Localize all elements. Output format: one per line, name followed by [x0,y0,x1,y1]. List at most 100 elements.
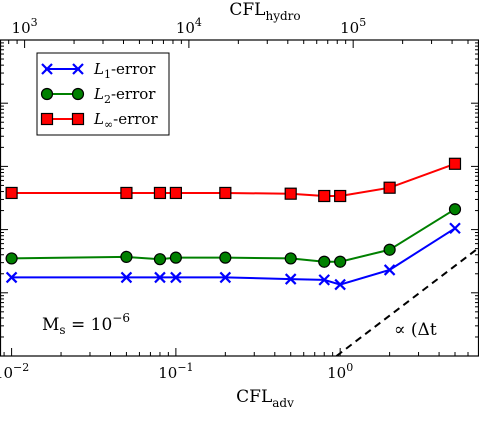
legend-item: L2-error [40,85,156,106]
top-tick-label: 104 [176,16,202,37]
top-tick-label: 105 [340,16,366,37]
x-marker-stroke [219,271,232,284]
x-marker-stroke [170,271,182,284]
x-axis-title-main: CFL [236,387,272,407]
x-marker-stroke [318,274,331,286]
data-point [383,181,396,194]
data-point [318,274,331,286]
data-point [5,271,18,284]
legend-label: L2-error [93,85,156,106]
scaling-label: ∝ (Δt [394,320,437,340]
x-marker-stroke [154,271,166,284]
legend-label-rest: -error [111,85,156,103]
legend-label: L∞-error [93,110,158,131]
data-point [120,250,133,263]
legend-label-main: L [93,85,104,103]
data-point [219,251,232,264]
data-point [448,203,462,216]
data-point [334,189,347,203]
data-point [153,186,167,200]
mach-number-label: Ms = 10−6 [42,311,130,337]
data-point [383,264,396,276]
scaling-label-text: ∝ (Δt [394,320,437,340]
legend-label-rest: -error [111,60,156,78]
legend-label-sub: 1 [104,68,111,81]
top-axis-title-main: CFL [229,0,265,20]
data-point [449,222,461,235]
x-tick-base: 10 [158,364,177,382]
legend-item: L∞-error [40,110,158,131]
legend-label-rest: -error [113,110,158,128]
mach-label-sub: s [59,323,65,337]
data-point [448,157,462,170]
data-point [284,252,297,265]
annotation-layer: Ms = 10−6 ∝ (Δt [42,311,437,340]
x-axis-title: CFLadv [236,387,294,410]
series-line [11,208,456,263]
data-point [120,271,133,284]
series-2 [5,203,462,268]
data-point [284,187,297,200]
data-point [5,186,18,200]
x-marker-stroke [383,264,396,276]
legend-marker [71,112,85,126]
legend-label-sub: ∞ [104,118,113,131]
data-point [219,271,232,284]
mach-label-exp: −6 [112,311,130,325]
legend-marker [41,63,53,75]
data-point [219,186,232,200]
legend-marker [71,87,85,101]
mach-label-eq: = 10 [66,315,113,335]
data-point [318,255,331,268]
x-tick-label: 10−1 [158,361,193,382]
series-line [11,162,456,197]
top-axis-title-sub: hydro [265,9,300,23]
x-tick-exp: 0 [346,361,353,374]
x-tick-exp: −2 [13,361,29,374]
legend-marker [40,112,54,126]
mach-label-main: M [42,315,59,335]
series-layer [5,157,462,291]
x-tick-base: 10 [0,364,13,382]
top-tick-exp: 3 [31,16,38,29]
legend-label-main: L [93,110,104,128]
data-point [170,271,182,284]
top-tick-label: 103 [12,16,38,37]
x-axis-title-sub: adv [272,396,294,410]
data-point [334,278,346,291]
data-point [5,252,18,265]
series-1 [5,222,461,291]
x-marker-stroke [5,271,18,284]
top-tick-exp: 4 [195,16,202,29]
top-axis-title: CFLhydro [229,0,300,23]
data-point [318,189,331,203]
data-point [284,273,297,285]
x-marker-stroke [449,222,461,235]
data-point [334,255,347,268]
x-marker-stroke [284,273,297,285]
legend-label: L1-error [93,60,156,81]
data-point [169,186,182,200]
legend-item: L1-error [41,60,156,81]
top-tick-base: 10 [12,19,31,37]
series-3 [5,157,462,203]
data-point [169,251,182,264]
x-tick-exp: −1 [177,361,193,374]
legend-label-sub: 2 [104,93,111,106]
data-point [383,243,396,256]
series-line [11,227,456,286]
x-marker-stroke [120,271,133,284]
top-tick-base: 10 [340,19,359,37]
x-marker-stroke [72,63,84,75]
x-marker-stroke [334,278,346,291]
legend-marker [72,63,84,75]
top-tick-base: 10 [176,19,195,37]
x-marker-stroke [41,63,53,75]
legend-marker [40,87,54,101]
legend-label-main: L [93,60,104,78]
x-tick-label: 100 [327,361,353,382]
top-tick-exp: 5 [359,16,366,29]
data-point [120,186,133,200]
